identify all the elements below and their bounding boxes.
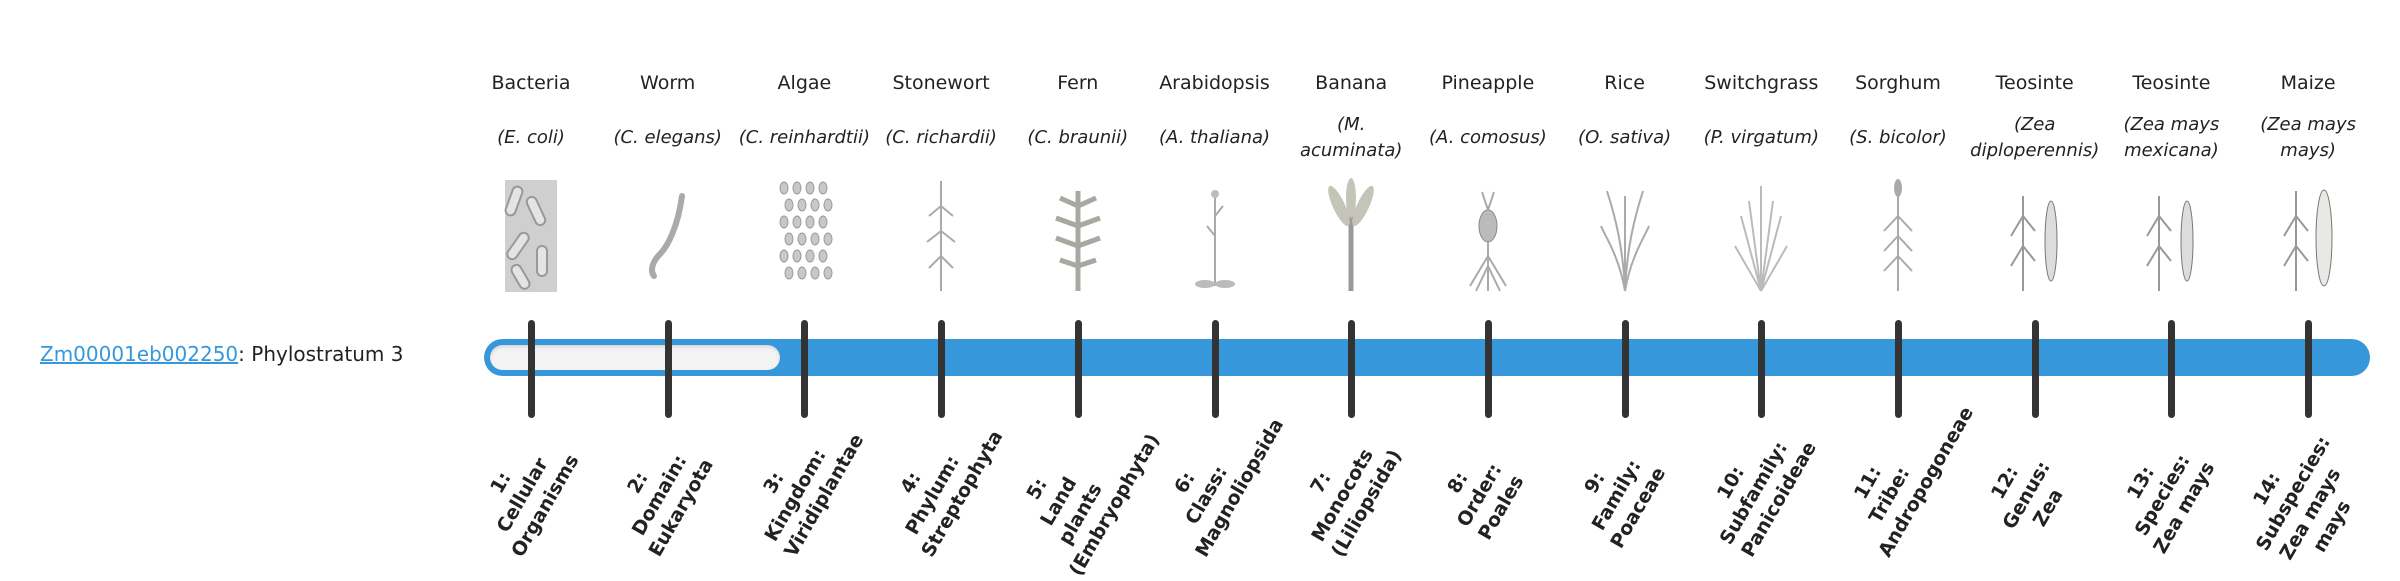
stratum-label: 7: Monocots (Liliopsida) bbox=[1283, 429, 1406, 562]
bacteria-icon bbox=[504, 180, 557, 292]
organism-common-name: Banana bbox=[1315, 72, 1388, 94]
rice-icon bbox=[1599, 190, 1650, 292]
organism-scientific-name: (C. richardii) bbox=[885, 127, 997, 148]
organism-column: Bacteria (E. coli) bbox=[463, 66, 599, 300]
organism-scientific-name: (E. coli) bbox=[497, 127, 565, 148]
stratum-label: 1: Cellular Organisms bbox=[463, 429, 583, 562]
organism-scientific-name: (Zea diploperennis) bbox=[1970, 114, 2100, 161]
organism-common-name: Algae bbox=[777, 72, 832, 94]
organism-scientific-name: (M. acuminata) bbox=[1299, 114, 1403, 161]
organism-scientific-name: (P. virgatum) bbox=[1703, 127, 1819, 148]
stratum-tick bbox=[528, 320, 535, 418]
organism-scientific-name: (Zea mays mays) bbox=[2260, 114, 2356, 161]
stratum-tick bbox=[2168, 320, 2176, 418]
stratum-label: 13: Species: Zea mays bbox=[2103, 429, 2223, 562]
phylostratum-text: : Phylostratum 3 bbox=[238, 342, 404, 366]
organism-common-name: Switchgrass bbox=[1704, 72, 1819, 94]
stratum-tick bbox=[1621, 320, 1629, 418]
organism-scientific-name: (Zea mays mexicana) bbox=[2123, 114, 2220, 161]
organism-column: Sorghum (S. bicolor) bbox=[1830, 66, 1966, 300]
organism-column: Pineapple (A. comosus) bbox=[1420, 66, 1556, 300]
teosinte-icon bbox=[2009, 196, 2058, 291]
sorghum-icon bbox=[1883, 179, 1913, 291]
gene-label: Zm00001eb002250: Phylostratum 3 bbox=[40, 342, 403, 366]
organism-common-name: Sorghum bbox=[1855, 72, 1941, 94]
gene-id-link[interactable]: Zm00001eb002250 bbox=[40, 342, 239, 366]
arabidopsis-icon bbox=[1194, 190, 1235, 288]
stratum-label: 10: Subfamily: Panicoideae bbox=[1693, 429, 1821, 562]
stratum-tick bbox=[801, 320, 809, 418]
organism-column: Maize (Zea mays mays) bbox=[2240, 66, 2376, 300]
switchgrass-icon bbox=[1734, 186, 1789, 292]
organism-scientific-name: (O. sativa) bbox=[1578, 127, 1672, 148]
organism-column: Switchgrass (P. virgatum) bbox=[1693, 66, 1829, 300]
fern-icon bbox=[1054, 191, 1101, 291]
banana-icon bbox=[1328, 178, 1374, 291]
teosinte-icon bbox=[2146, 196, 2194, 291]
organism-column: Algae (C. reinhardtii) bbox=[736, 66, 872, 300]
organism-common-name: Pineapple bbox=[1441, 72, 1535, 94]
stratum-tick bbox=[1484, 320, 1492, 418]
organism-common-name: Teosinte bbox=[2132, 72, 2211, 94]
stonewort-icon bbox=[926, 181, 956, 291]
stratum-tick bbox=[2031, 320, 2039, 418]
organism-common-name: Worm bbox=[640, 72, 696, 94]
stratum-label: 9: Family: Poaceae bbox=[1557, 429, 1677, 562]
organism-column: Banana (M. acuminata) bbox=[1283, 66, 1419, 300]
organism-scientific-name: (S. bicolor) bbox=[1849, 127, 1947, 148]
stratum-tick bbox=[1758, 320, 1766, 418]
organism-scientific-name: (C. elegans) bbox=[613, 127, 722, 148]
stratum-tick bbox=[1074, 320, 1082, 418]
organism-common-name: Maize bbox=[2280, 72, 2336, 94]
organism-column: Stonewort (C. richardii) bbox=[873, 66, 1009, 300]
pineapple-icon bbox=[1469, 191, 1507, 292]
organism-column: Worm (C. elegans) bbox=[600, 66, 736, 300]
stratum-label: 3: Kingdom: Viridiplantae bbox=[736, 429, 869, 562]
organism-scientific-name: (A. thaliana) bbox=[1158, 127, 1271, 148]
organism-column: Teosinte (Zea diploperennis) bbox=[1967, 66, 2103, 300]
algae-icon bbox=[779, 181, 833, 280]
stratum-label: 2: Domain: Eukaryota bbox=[600, 429, 720, 562]
maize-icon bbox=[2283, 189, 2333, 291]
organism-column: Rice (O. sativa) bbox=[1557, 66, 1693, 300]
stratum-label: 14: Subspecies: Zea mays mays bbox=[2229, 433, 2371, 580]
organism-common-name: Rice bbox=[1604, 72, 1645, 94]
stratum-label: 5: Land plants (Embryophyta) bbox=[999, 430, 1164, 580]
stratum-tick bbox=[664, 320, 672, 418]
stratum-label: 8: Order: Poales bbox=[1420, 429, 1540, 562]
stratum-label: 4: Phylum: Streptophyta bbox=[873, 427, 1007, 562]
organism-common-name: Arabidopsis bbox=[1159, 72, 1270, 94]
organism-common-name: Bacteria bbox=[491, 72, 571, 94]
worm-icon bbox=[648, 193, 685, 279]
stratum-label: 11: Tribe: Andropogoneae bbox=[1830, 403, 1978, 562]
stratum-label: 12: Genus: Zea bbox=[1967, 429, 2087, 562]
organism-common-name: Fern bbox=[1057, 72, 1099, 94]
bar-empty-segment bbox=[490, 345, 781, 370]
organism-scientific-name: (C. braunii) bbox=[1027, 127, 1129, 148]
organism-column: Teosinte (Zea mays mexicana) bbox=[2103, 66, 2239, 300]
phylostratum-bar bbox=[484, 339, 2370, 376]
organism-scientific-name: (C. reinhardtii) bbox=[738, 127, 871, 148]
organism-common-name: Teosinte bbox=[1995, 72, 2074, 94]
organism-common-name: Stonewort bbox=[892, 72, 990, 94]
organism-scientific-name: (A. comosus) bbox=[1429, 127, 1547, 148]
organism-column: Fern (C. braunii) bbox=[1010, 66, 1146, 300]
stratum-tick bbox=[1211, 320, 1219, 418]
organism-column: Arabidopsis (A. thaliana) bbox=[1147, 66, 1283, 300]
stratum-tick bbox=[938, 320, 946, 418]
stratum-tick bbox=[1895, 320, 1902, 418]
stratum-label: 6: Class: Magnoliopsida bbox=[1147, 415, 1288, 562]
stratum-tick bbox=[2305, 320, 2313, 418]
stratum-tick bbox=[1348, 320, 1356, 418]
